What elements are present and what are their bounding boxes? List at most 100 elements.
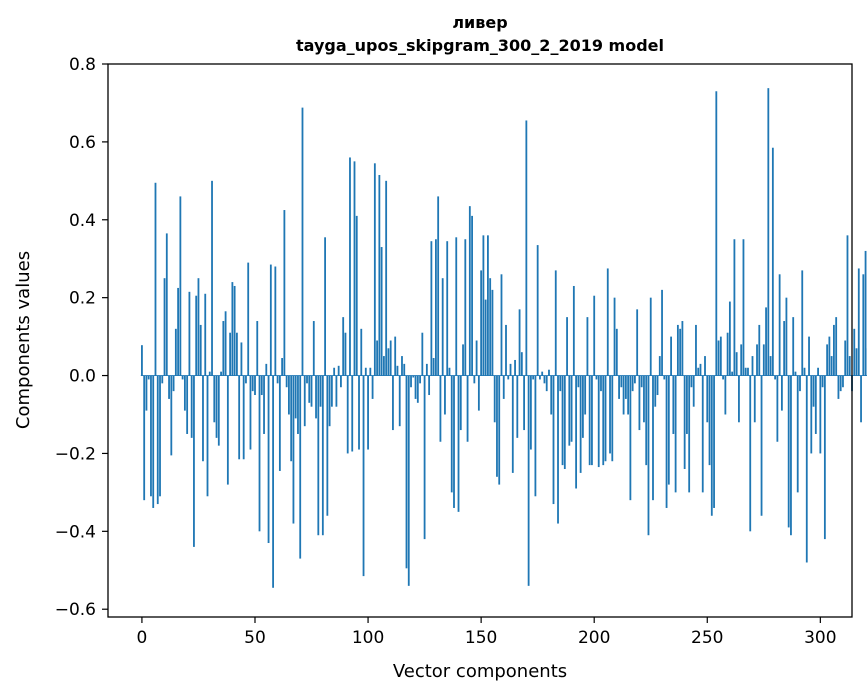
bar <box>459 375 462 431</box>
bar <box>344 332 347 376</box>
bar <box>380 247 383 376</box>
bar <box>557 375 559 524</box>
bar <box>360 328 363 376</box>
bar <box>812 375 815 407</box>
x-tick-label: 250 <box>691 628 723 648</box>
y-tick-label: 0.0 <box>69 367 96 387</box>
bar <box>281 358 284 376</box>
bar <box>330 375 333 407</box>
bar <box>373 163 376 376</box>
bar <box>276 375 279 384</box>
bar <box>749 375 752 532</box>
bar <box>697 367 700 376</box>
bar <box>792 317 795 376</box>
bar <box>799 375 801 392</box>
bar <box>620 375 623 388</box>
bar <box>663 375 666 380</box>
bar <box>364 367 367 376</box>
bar <box>602 375 605 466</box>
bar <box>738 375 740 423</box>
bar <box>337 365 340 376</box>
bar <box>683 375 686 470</box>
bar <box>742 239 745 376</box>
bar <box>437 196 440 376</box>
bar <box>389 340 392 376</box>
bar <box>842 375 844 388</box>
bar <box>319 375 322 407</box>
bar <box>156 375 159 505</box>
bar <box>242 375 245 460</box>
bar <box>584 375 587 415</box>
bar <box>256 321 259 376</box>
bar <box>808 336 810 376</box>
bar <box>823 375 826 540</box>
bar <box>724 375 727 415</box>
bar <box>794 371 797 376</box>
bar <box>224 311 227 376</box>
bar <box>717 340 720 376</box>
bar <box>681 321 684 376</box>
bar <box>525 120 528 376</box>
bar <box>204 293 207 376</box>
bar <box>398 375 401 427</box>
bar <box>686 375 688 434</box>
bar <box>229 332 232 376</box>
bar <box>240 342 243 376</box>
bar <box>154 182 157 376</box>
bar <box>435 239 437 376</box>
bar <box>774 375 777 380</box>
chart-title: ливер <box>452 13 507 32</box>
bar <box>303 375 306 427</box>
bar <box>159 375 161 497</box>
bar <box>830 356 833 376</box>
bar <box>835 317 838 376</box>
bar <box>335 375 338 407</box>
bar <box>163 278 166 376</box>
bar <box>181 375 184 380</box>
bar <box>715 91 718 376</box>
bar <box>396 365 399 376</box>
bar <box>489 278 492 376</box>
bar <box>516 375 519 438</box>
bar <box>439 375 442 442</box>
bar <box>143 375 146 501</box>
bar <box>647 375 650 536</box>
bar <box>263 375 265 434</box>
bar <box>643 375 645 423</box>
bar <box>780 375 783 411</box>
bar <box>611 375 614 462</box>
bar <box>477 375 480 411</box>
bar <box>213 375 216 423</box>
bar <box>401 356 403 376</box>
bar <box>238 375 241 460</box>
bar <box>572 285 575 376</box>
bar <box>667 375 670 485</box>
bar <box>545 375 548 392</box>
bar <box>747 367 749 376</box>
bar <box>392 375 394 431</box>
bar <box>202 375 204 462</box>
bar <box>790 375 792 536</box>
bar <box>290 375 293 462</box>
x-tick-label: 150 <box>465 628 497 648</box>
x-axis: 0 50 100 150 200 250 300 <box>137 617 837 648</box>
bar <box>839 375 842 392</box>
bar <box>679 328 682 376</box>
bar <box>848 356 851 376</box>
bar <box>695 324 697 376</box>
bar <box>222 321 225 376</box>
bar <box>487 235 489 376</box>
bar <box>627 375 630 415</box>
bar <box>425 363 428 376</box>
bar <box>448 367 451 376</box>
bar <box>441 278 444 376</box>
bar <box>208 371 211 376</box>
bar <box>814 375 817 434</box>
bar <box>254 375 256 396</box>
bar <box>767 88 770 376</box>
bar <box>699 363 702 376</box>
bar <box>649 297 652 376</box>
y-tick-label: 0.2 <box>69 289 96 309</box>
bar <box>446 241 449 376</box>
bar <box>172 375 175 392</box>
